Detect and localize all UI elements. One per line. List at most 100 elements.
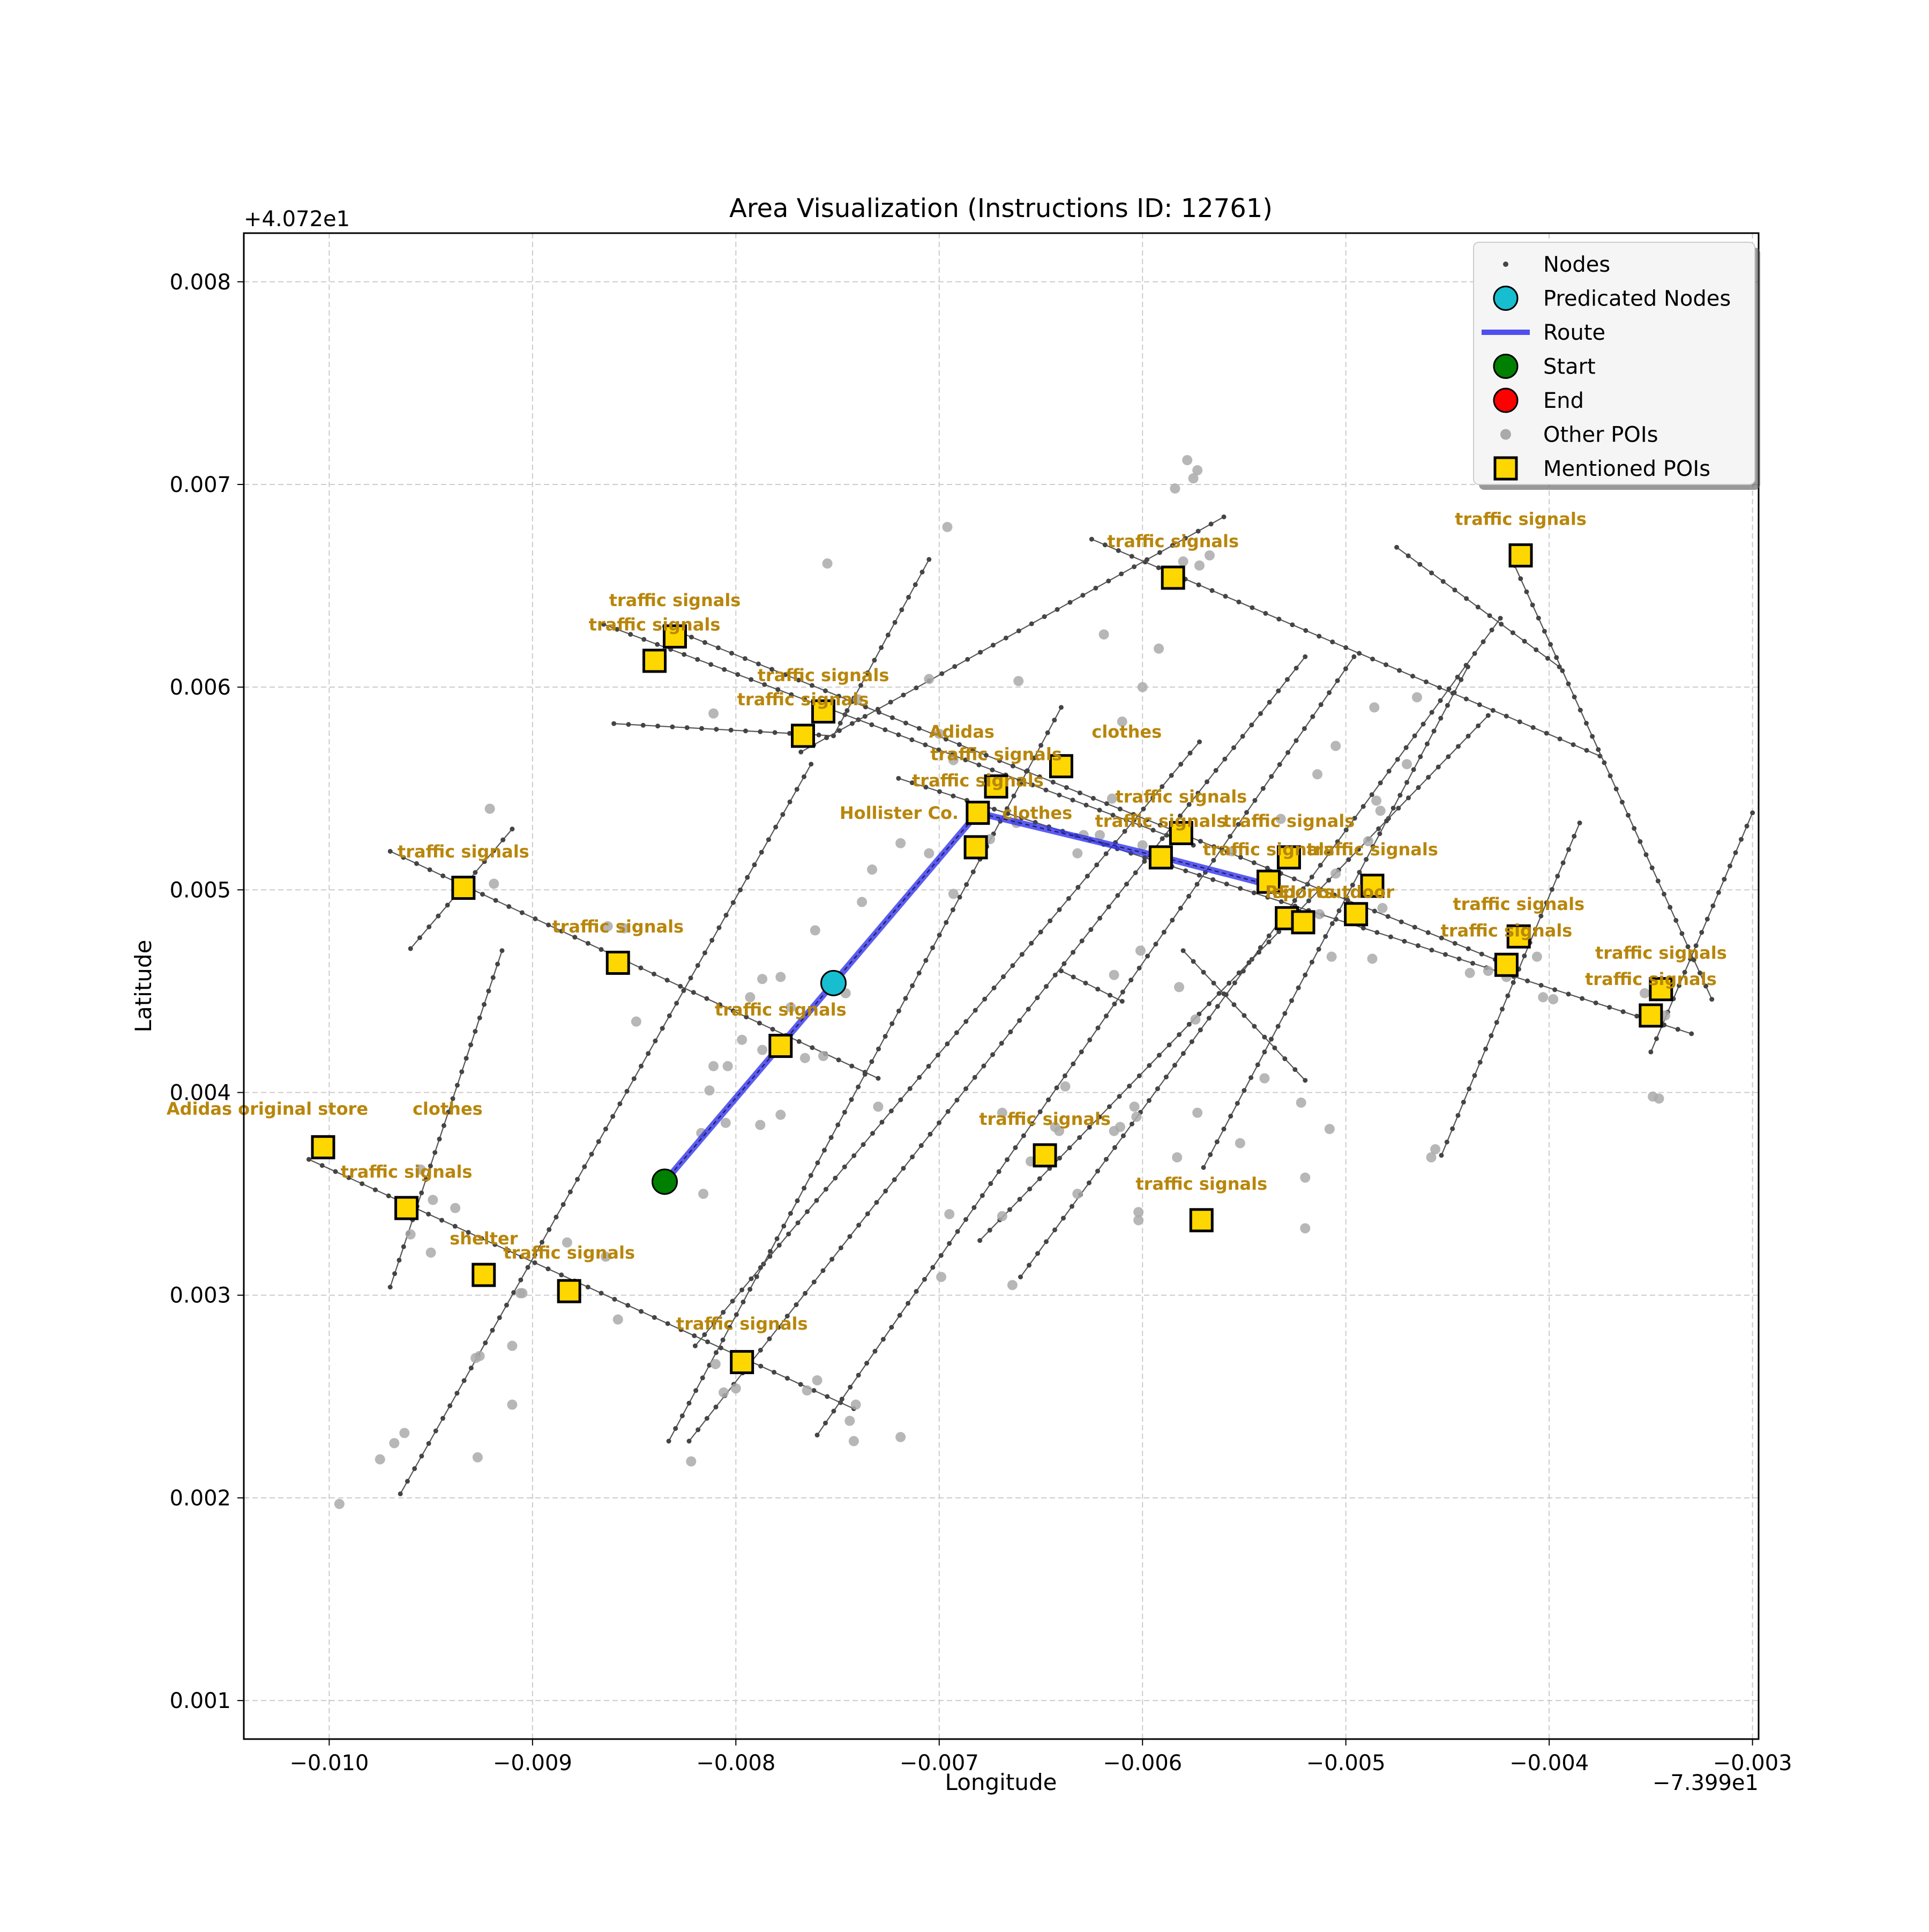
street-node	[922, 1277, 927, 1282]
street-node	[856, 1222, 862, 1228]
street-node	[781, 1224, 787, 1229]
street-node	[1352, 816, 1357, 821]
street-node	[1240, 734, 1245, 739]
street-node	[990, 643, 996, 648]
street-node	[720, 1337, 726, 1342]
street-node	[1044, 984, 1049, 989]
street-node	[1710, 903, 1716, 908]
street-node	[639, 1309, 644, 1314]
x-tick-label: −0.006	[1103, 1751, 1182, 1776]
street-node	[747, 1287, 753, 1292]
street-node	[386, 1193, 391, 1198]
street-node	[928, 1131, 933, 1137]
mentioned-poi-marker	[311, 1135, 335, 1160]
street-node	[1062, 1073, 1067, 1078]
street-node	[896, 732, 901, 737]
street-node	[865, 1211, 870, 1217]
street-node	[1727, 863, 1732, 869]
street-node	[1083, 802, 1089, 808]
street-node	[1194, 882, 1200, 887]
street-node	[1087, 1124, 1092, 1130]
street-node	[1461, 1100, 1466, 1105]
street-node	[655, 641, 660, 647]
other-poi	[1192, 465, 1203, 475]
street-node	[1351, 654, 1357, 659]
street-node	[1150, 795, 1155, 801]
street-node	[1296, 985, 1301, 990]
street-node	[1300, 886, 1306, 891]
street-node	[1571, 742, 1576, 747]
street-node	[1343, 645, 1349, 650]
street-node	[1097, 915, 1103, 921]
street-node	[862, 1072, 868, 1077]
street-node	[500, 837, 506, 842]
street-node	[769, 667, 774, 672]
mentioned-poi-label: traffic signals	[1115, 787, 1247, 807]
street-node	[1252, 798, 1258, 803]
street-node	[1276, 929, 1282, 934]
street-node	[1087, 1037, 1093, 1042]
street-node	[823, 688, 828, 693]
street-node	[1455, 1113, 1461, 1118]
street-node	[1214, 1139, 1220, 1145]
street-node	[1378, 780, 1383, 786]
other-poi	[425, 1247, 436, 1258]
mentioned-poi-marker	[472, 1263, 496, 1287]
street-node	[996, 1169, 1001, 1174]
street-node	[1310, 714, 1315, 719]
street-node	[1673, 917, 1679, 923]
street-node	[1180, 948, 1186, 953]
street-node	[1017, 1197, 1022, 1202]
street-node	[711, 1321, 716, 1326]
other-poi	[997, 1211, 1007, 1221]
street-node	[1231, 1002, 1237, 1008]
street-node	[1326, 877, 1332, 883]
street-node	[1560, 860, 1566, 866]
street-node	[757, 1020, 762, 1026]
street-node	[1027, 1263, 1032, 1268]
other-poi	[775, 1109, 786, 1120]
other-poi	[1133, 1215, 1144, 1226]
street-node	[419, 1453, 424, 1459]
street-node	[1487, 613, 1492, 618]
street-node	[1137, 1073, 1142, 1078]
other-poi	[1296, 1097, 1306, 1108]
street-node	[1177, 1032, 1182, 1038]
street-node	[1557, 664, 1562, 669]
other-poi	[1182, 455, 1193, 466]
y-offset-label: +4.072e1	[244, 207, 350, 232]
grid	[244, 233, 1759, 1739]
street-node	[923, 742, 928, 748]
other-poi	[786, 1002, 796, 1013]
street-node	[1416, 785, 1421, 790]
street-node	[1294, 666, 1299, 671]
street-node	[1219, 846, 1224, 851]
street-node	[426, 1211, 431, 1217]
legend-marker-circle	[1493, 354, 1519, 379]
other-poi	[857, 897, 868, 907]
mentioned-poi-marker	[662, 624, 687, 649]
street-node	[1538, 983, 1544, 988]
street-node	[896, 1008, 901, 1013]
street-node	[1511, 980, 1516, 985]
other-poi	[1117, 716, 1127, 727]
street-node	[1157, 550, 1162, 555]
street-node	[1638, 839, 1643, 844]
street-node	[889, 715, 895, 720]
street-node	[1267, 699, 1272, 705]
street-node	[1195, 790, 1201, 796]
street-node	[739, 1287, 745, 1293]
street-node	[910, 983, 915, 988]
street-node	[876, 1076, 881, 1081]
legend-label: Mentioned POIs	[1543, 457, 1710, 481]
street-node	[1450, 1126, 1455, 1131]
street-node	[1155, 1086, 1160, 1092]
street-node	[1221, 514, 1227, 519]
street-node	[504, 1302, 509, 1308]
street-node	[1031, 755, 1037, 760]
street-node	[682, 652, 687, 657]
street-node	[1223, 594, 1228, 599]
street-node	[440, 1416, 445, 1421]
street-node	[1452, 587, 1457, 593]
